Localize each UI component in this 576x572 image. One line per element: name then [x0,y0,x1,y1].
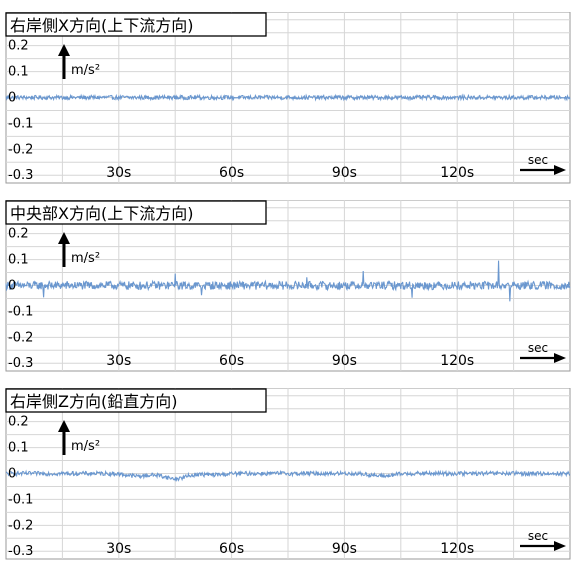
y-tick-label: -0.3 [8,356,33,371]
series-line [5,93,571,102]
x-tick-label: 90s [332,165,357,181]
unit-label: m/s² [71,63,100,78]
chart-svg: 0.30.20.10-0.1-0.2-0.330s60s90s120ssecm/… [5,199,571,372]
y-tick-label: -0.1 [8,116,33,131]
chart-panel: 0.30.20.10-0.1-0.2-0.330s60s90s120ssecm/… [0,387,576,568]
x-unit-label: sec [528,153,548,167]
charts-container: 0.30.20.10-0.1-0.2-0.330s60s90s120ssecm/… [0,11,576,560]
x-tick-label: 60s [219,165,244,181]
x-arrowhead-icon [554,353,566,363]
y-tick-label: -0.3 [8,168,33,183]
x-arrowhead-icon [554,541,566,551]
y-tick-label: 0.2 [8,415,29,430]
chart-panel: 0.30.20.10-0.1-0.2-0.330s60s90s120ssecm/… [0,199,576,380]
y-tick-label: 0 [8,467,16,482]
unit-label: m/s² [71,251,100,266]
title-box [5,12,267,37]
y-tick-label: 0.2 [8,39,29,54]
chart-svg: 0.30.20.10-0.1-0.2-0.330s60s90s120ssecm/… [5,387,571,560]
chart-svg: 0.30.20.10-0.1-0.2-0.330s60s90s120ssecm/… [5,11,571,184]
x-unit-label: sec [528,529,548,543]
unit-label: m/s² [71,439,100,454]
y-tick-label: 0 [8,91,16,106]
x-tick-label: 30s [106,165,131,181]
chart-title: 中央部X方向(上下流方向) [10,204,193,223]
y-tick-label: -0.3 [8,544,33,559]
title-box [5,388,267,413]
x-tick-label: 120s [440,165,474,181]
chart-panel: 0.30.20.10-0.1-0.2-0.330s60s90s120ssecm/… [0,11,576,192]
y-tick-label: -0.1 [8,492,33,507]
unit-arrowhead-icon [58,232,70,244]
x-tick-label: 30s [106,541,131,557]
chart-title: 右岸側Z方向(鉛直方向) [10,392,177,411]
x-tick-label: 30s [106,353,131,369]
unit-arrowhead-icon [58,420,70,432]
y-tick-label: 0.1 [8,253,29,268]
x-tick-label: 90s [332,541,357,557]
x-arrowhead-icon [554,165,566,175]
y-tick-label: 0.2 [8,227,29,242]
x-tick-label: 90s [332,353,357,369]
y-tick-label: 0.1 [8,441,29,456]
x-unit-label: sec [528,341,548,355]
chart-title: 右岸側X方向(上下流方向) [10,16,193,35]
x-tick-label: 120s [440,353,474,369]
y-tick-label: 0 [8,279,16,294]
x-tick-label: 60s [219,541,244,557]
y-tick-label: -0.1 [8,304,33,319]
series-line [5,469,571,482]
unit-arrowhead-icon [58,44,70,56]
y-tick-label: 0.1 [8,65,29,80]
y-tick-label: -0.2 [8,142,33,157]
y-tick-label: -0.2 [8,330,33,345]
series-line [5,260,571,302]
x-tick-label: 60s [219,353,244,369]
y-tick-label: -0.2 [8,518,33,533]
x-tick-label: 120s [440,541,474,557]
title-box [5,200,267,225]
